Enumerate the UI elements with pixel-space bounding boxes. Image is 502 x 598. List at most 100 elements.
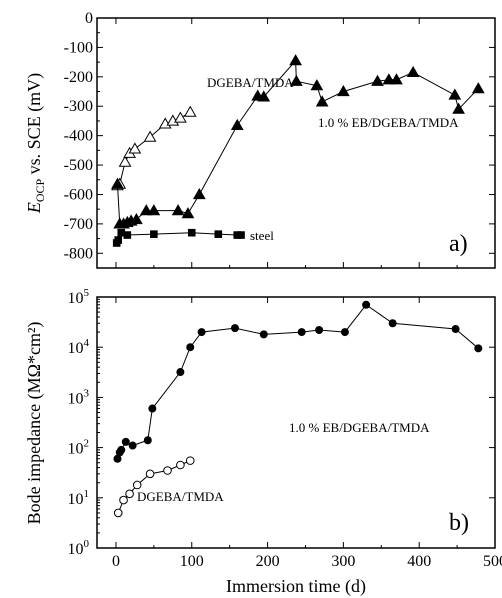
- data-point-b: [113, 508, 123, 518]
- y-tick-label-a: -300: [64, 98, 93, 115]
- data-point-a: [406, 65, 420, 78]
- data-point-b: [163, 466, 172, 475]
- y-tick-label-a: -600: [64, 186, 93, 203]
- panel-label-b: b): [449, 510, 469, 536]
- anno-eb-dgeba-a: 1.0 % EB/DGEBA/TMDA: [318, 115, 459, 130]
- data-point-a: [257, 90, 271, 102]
- data-point-b: [148, 404, 157, 413]
- data-point-b: [185, 456, 195, 465]
- data-point-a: [390, 73, 403, 85]
- x-axis-label: Immersion time (d): [226, 576, 366, 597]
- series-b-1: [113, 456, 195, 518]
- y-axis-label-b: Bode impedance (MΩ*cm²): [24, 322, 45, 525]
- data-point-a: [192, 187, 206, 200]
- y-tick-label-a: 0: [85, 10, 93, 27]
- data-point-b: [128, 441, 137, 450]
- data-point-a: [371, 74, 384, 86]
- data-point-a: [174, 111, 187, 123]
- data-point-a: [315, 95, 329, 107]
- series-line-b: [116, 304, 479, 459]
- y-tick-label-a: -500: [64, 157, 93, 174]
- data-point-a: [471, 82, 485, 94]
- series-b-0: [113, 300, 483, 463]
- data-point-a: [111, 177, 124, 189]
- data-point-a: [183, 105, 197, 117]
- data-point-b: [474, 344, 483, 353]
- data-point-a: [117, 228, 126, 237]
- data-point-b: [340, 328, 349, 337]
- y-tick-label-a: -400: [64, 128, 93, 145]
- y-tick-label-b: 105: [68, 287, 90, 307]
- panel-a-frame: [96, 17, 496, 269]
- anno-dgeba-tmda-a: DGEBA/TMDA: [207, 75, 294, 90]
- y-tick-label-a: -700: [64, 216, 93, 233]
- data-point-b: [113, 454, 122, 463]
- data-point-b: [143, 436, 152, 445]
- data-point-b: [125, 489, 134, 499]
- x-tick-label: 100: [180, 553, 204, 570]
- data-point-a: [214, 230, 223, 238]
- data-point-b: [121, 437, 130, 446]
- data-point-a: [150, 230, 158, 238]
- data-point-b: [119, 495, 128, 505]
- data-point-b: [259, 330, 268, 339]
- x-tick-label: 200: [256, 553, 280, 570]
- data-point-b: [176, 368, 185, 377]
- data-point-a: [230, 118, 244, 130]
- panel-b-frame: [96, 296, 496, 549]
- data-point-a: [147, 204, 161, 216]
- data-point-a: [310, 79, 324, 91]
- data-point-a: [187, 228, 196, 237]
- panel-b: 0 100 200 300 400 500 100 101 102 103 104 105 1.0 %…: [24, 287, 502, 597]
- data-point-b: [451, 325, 460, 334]
- y-tick-label-b: 101: [68, 488, 90, 508]
- data-point-a: [130, 212, 143, 225]
- anno-steel-a: steel: [250, 228, 274, 243]
- x-tick-label: 300: [331, 553, 355, 570]
- data-point-a: [237, 231, 245, 239]
- panel-label-a: a): [449, 231, 468, 257]
- data-point-a: [171, 204, 185, 216]
- series-a-0: [111, 105, 197, 191]
- y-tick-label-b: 104: [68, 337, 90, 357]
- data-point-a: [337, 85, 350, 97]
- data-point-a: [382, 73, 396, 85]
- data-point-a: [118, 155, 132, 167]
- data-point-a: [289, 54, 302, 66]
- data-point-a: [139, 204, 153, 216]
- series-line-a: [116, 232, 242, 244]
- data-point-b: [297, 328, 306, 337]
- panel-a: 0 -100 -200 -300 -400 -500 -600 -700 -800 DGEBA/…: [24, 10, 496, 269]
- y-tick-label-a: -800: [64, 245, 93, 262]
- data-point-b: [388, 319, 397, 328]
- data-point-a: [128, 142, 142, 154]
- data-point-a: [143, 130, 157, 142]
- y-tick-label-a: -100: [64, 39, 93, 56]
- y-axis-label-a: EOCP vs. SCE (mV): [24, 73, 47, 214]
- y-tick-label-b: 100: [68, 538, 90, 558]
- data-point-b: [362, 300, 371, 309]
- x-tick-label: 0: [112, 553, 120, 570]
- data-point-b: [145, 469, 155, 479]
- data-point-a: [114, 236, 123, 244]
- data-point-a: [290, 74, 303, 86]
- x-tick-label: 400: [407, 553, 431, 570]
- data-point-a: [452, 102, 465, 114]
- data-point-b: [117, 445, 126, 454]
- x-tick-label: 500: [483, 553, 502, 570]
- data-point-b: [176, 460, 185, 470]
- y-tick-label-a: -200: [64, 69, 93, 86]
- data-point-a: [123, 231, 132, 239]
- data-point-b: [132, 480, 142, 490]
- data-point-a: [181, 207, 195, 219]
- series-a-1: [111, 54, 485, 229]
- data-point-b: [230, 324, 239, 333]
- y-tick-label-b: 102: [68, 438, 90, 458]
- data-point-b: [315, 326, 324, 335]
- data-point-a: [448, 88, 462, 100]
- anno-dgeba-tmda-b: DGEBA/TMDA: [137, 489, 224, 504]
- data-point-b: [186, 343, 195, 352]
- anno-eb-dgeba-b: 1.0 % EB/DGEBA/TMDA: [289, 420, 430, 435]
- y-tick-label-b: 103: [68, 387, 90, 407]
